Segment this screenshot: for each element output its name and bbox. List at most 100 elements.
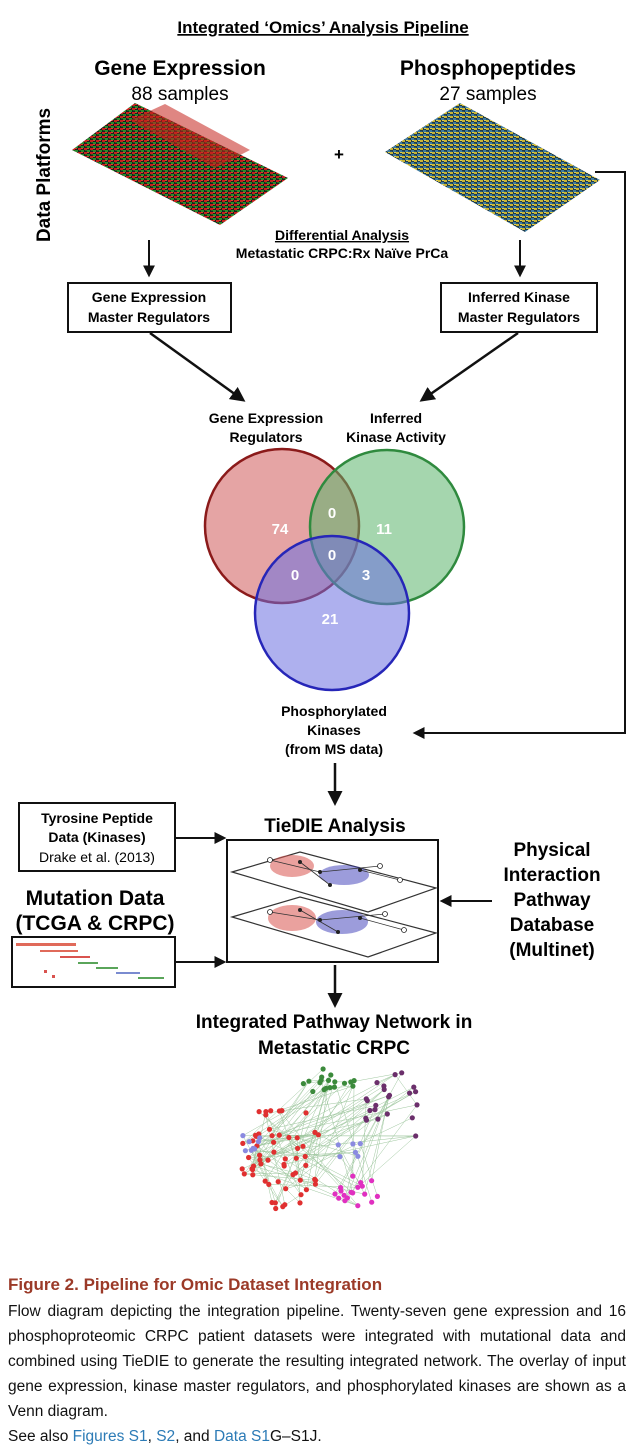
network-edge: [242, 1135, 270, 1185]
arrow-kinase-box-to-venn: [419, 331, 519, 402]
network-node: [258, 1161, 264, 1167]
tyrosine-line2: Data (Kinases): [48, 829, 145, 845]
network-node: [250, 1163, 257, 1169]
network-node: [255, 1139, 262, 1145]
network-node: [363, 1096, 369, 1102]
network-node: [374, 1193, 380, 1199]
tiedie-title: TieDIE Analysis: [264, 816, 406, 837]
gene-heatmap-red-band: [130, 104, 250, 168]
network-node: [239, 1166, 245, 1172]
caption-title: Figure 2. Pipeline for Omic Dataset Inte…: [8, 1275, 383, 1294]
network-node: [265, 1157, 271, 1163]
network-node: [344, 1195, 350, 1201]
network-node: [337, 1154, 343, 1160]
network-node: [341, 1080, 348, 1086]
see-also-suffix: G–S1J.: [269, 1428, 322, 1445]
network-node: [373, 1102, 379, 1108]
network-node: [306, 1078, 312, 1084]
network-node: [399, 1070, 405, 1076]
network-node: [290, 1172, 296, 1178]
network-node: [328, 1072, 334, 1078]
venn-label-gene-line1: Gene Expression: [209, 410, 323, 426]
network-node: [271, 1149, 277, 1155]
network-node: [246, 1139, 252, 1145]
network-node: [297, 1177, 303, 1183]
network-node: [262, 1178, 268, 1184]
network-edge: [305, 1089, 385, 1157]
venn-label-gene-line2: Regulators: [229, 429, 302, 445]
network-node: [411, 1084, 417, 1090]
network-edge: [273, 1134, 319, 1153]
see-also-prefix: See also: [8, 1428, 73, 1445]
network-node: [298, 1192, 304, 1198]
network-edge: [256, 1134, 319, 1147]
tyrosine-line3: Drake et al. (2013): [39, 849, 155, 865]
network-node: [300, 1081, 306, 1087]
network-node: [250, 1172, 256, 1178]
network-node: [350, 1141, 356, 1147]
network-edge: [376, 1074, 396, 1083]
network-edge: [362, 1098, 367, 1187]
network-edge: [344, 1152, 356, 1201]
network-node: [294, 1135, 300, 1141]
tiedie-network-layers: [229, 851, 439, 958]
network-edge: [295, 1172, 315, 1180]
pathway-line5: (Multinet): [509, 940, 594, 961]
network-edge: [245, 1095, 390, 1151]
network-node: [266, 1126, 273, 1132]
network-node: [335, 1142, 341, 1148]
pathway-line3: Pathway: [513, 890, 591, 911]
network-node: [275, 1179, 281, 1185]
network-node: [282, 1156, 288, 1162]
link-figures-s1[interactable]: Figures S1: [72, 1428, 148, 1445]
network-node: [414, 1102, 420, 1108]
network-edge: [285, 1086, 414, 1189]
link-data-s1[interactable]: Data S1: [213, 1428, 270, 1445]
plus-sign: +: [334, 145, 344, 164]
network-node: [338, 1185, 344, 1191]
network-edge: [357, 1135, 416, 1188]
network-node: [386, 1092, 393, 1098]
network-node: [240, 1140, 246, 1146]
network-node: [269, 1133, 275, 1139]
network-node: [310, 1088, 316, 1095]
venn-label-phospho-line3: (from MS data): [285, 741, 383, 757]
network-edge: [248, 1074, 331, 1158]
venn-label-kinase-line2: Kinase Activity: [346, 429, 446, 445]
gene-expression-samples: 88 samples: [131, 84, 228, 105]
network-node: [303, 1162, 309, 1168]
network-node: [246, 1154, 252, 1161]
venn-label-kinase-line1: Inferred: [370, 410, 422, 426]
network-node: [303, 1110, 309, 1116]
gene-expression-heatmap: [72, 103, 288, 225]
caption-see-also: See also Figures S1, S2, and Data S1G–S1…: [8, 1424, 626, 1449]
phosphopeptide-heatmap: [385, 103, 600, 232]
venn-count-gene-kinase: 0: [328, 505, 336, 522]
network-node: [350, 1083, 356, 1089]
network-edge: [305, 1156, 363, 1187]
network-node: [384, 1111, 390, 1117]
figure-caption: Figure 2. Pipeline for Omic Dataset Inte…: [8, 1275, 626, 1449]
network-node: [355, 1153, 361, 1159]
gene-expression-heading: Gene Expression: [94, 57, 266, 80]
pathway-line1: Physical: [513, 840, 590, 861]
network-node: [286, 1134, 292, 1141]
integrated-network-graph: [239, 1066, 420, 1212]
network-node: [375, 1116, 381, 1122]
network-node: [355, 1184, 361, 1190]
link-s2[interactable]: S2: [156, 1428, 176, 1445]
mutation-matrix-marks: [16, 943, 164, 979]
tyrosine-peptide-box: [18, 802, 176, 872]
network-edge: [285, 1188, 301, 1204]
network-edge: [269, 1105, 376, 1130]
see-also-sep1: ,: [147, 1428, 157, 1445]
venn-count-phospho-only: 21: [322, 611, 339, 628]
network-edge: [305, 1081, 336, 1166]
differential-analysis-comparison: Metastatic CRPC:Rx Naïve PrCa: [236, 245, 449, 261]
network-node: [369, 1178, 375, 1184]
caption-body: Flow diagram depicting the integration p…: [8, 1303, 626, 1420]
network-node: [257, 1157, 263, 1163]
network-node: [252, 1132, 259, 1138]
network-edge: [352, 1096, 389, 1193]
venn-count-gene-only: 74: [272, 521, 289, 538]
